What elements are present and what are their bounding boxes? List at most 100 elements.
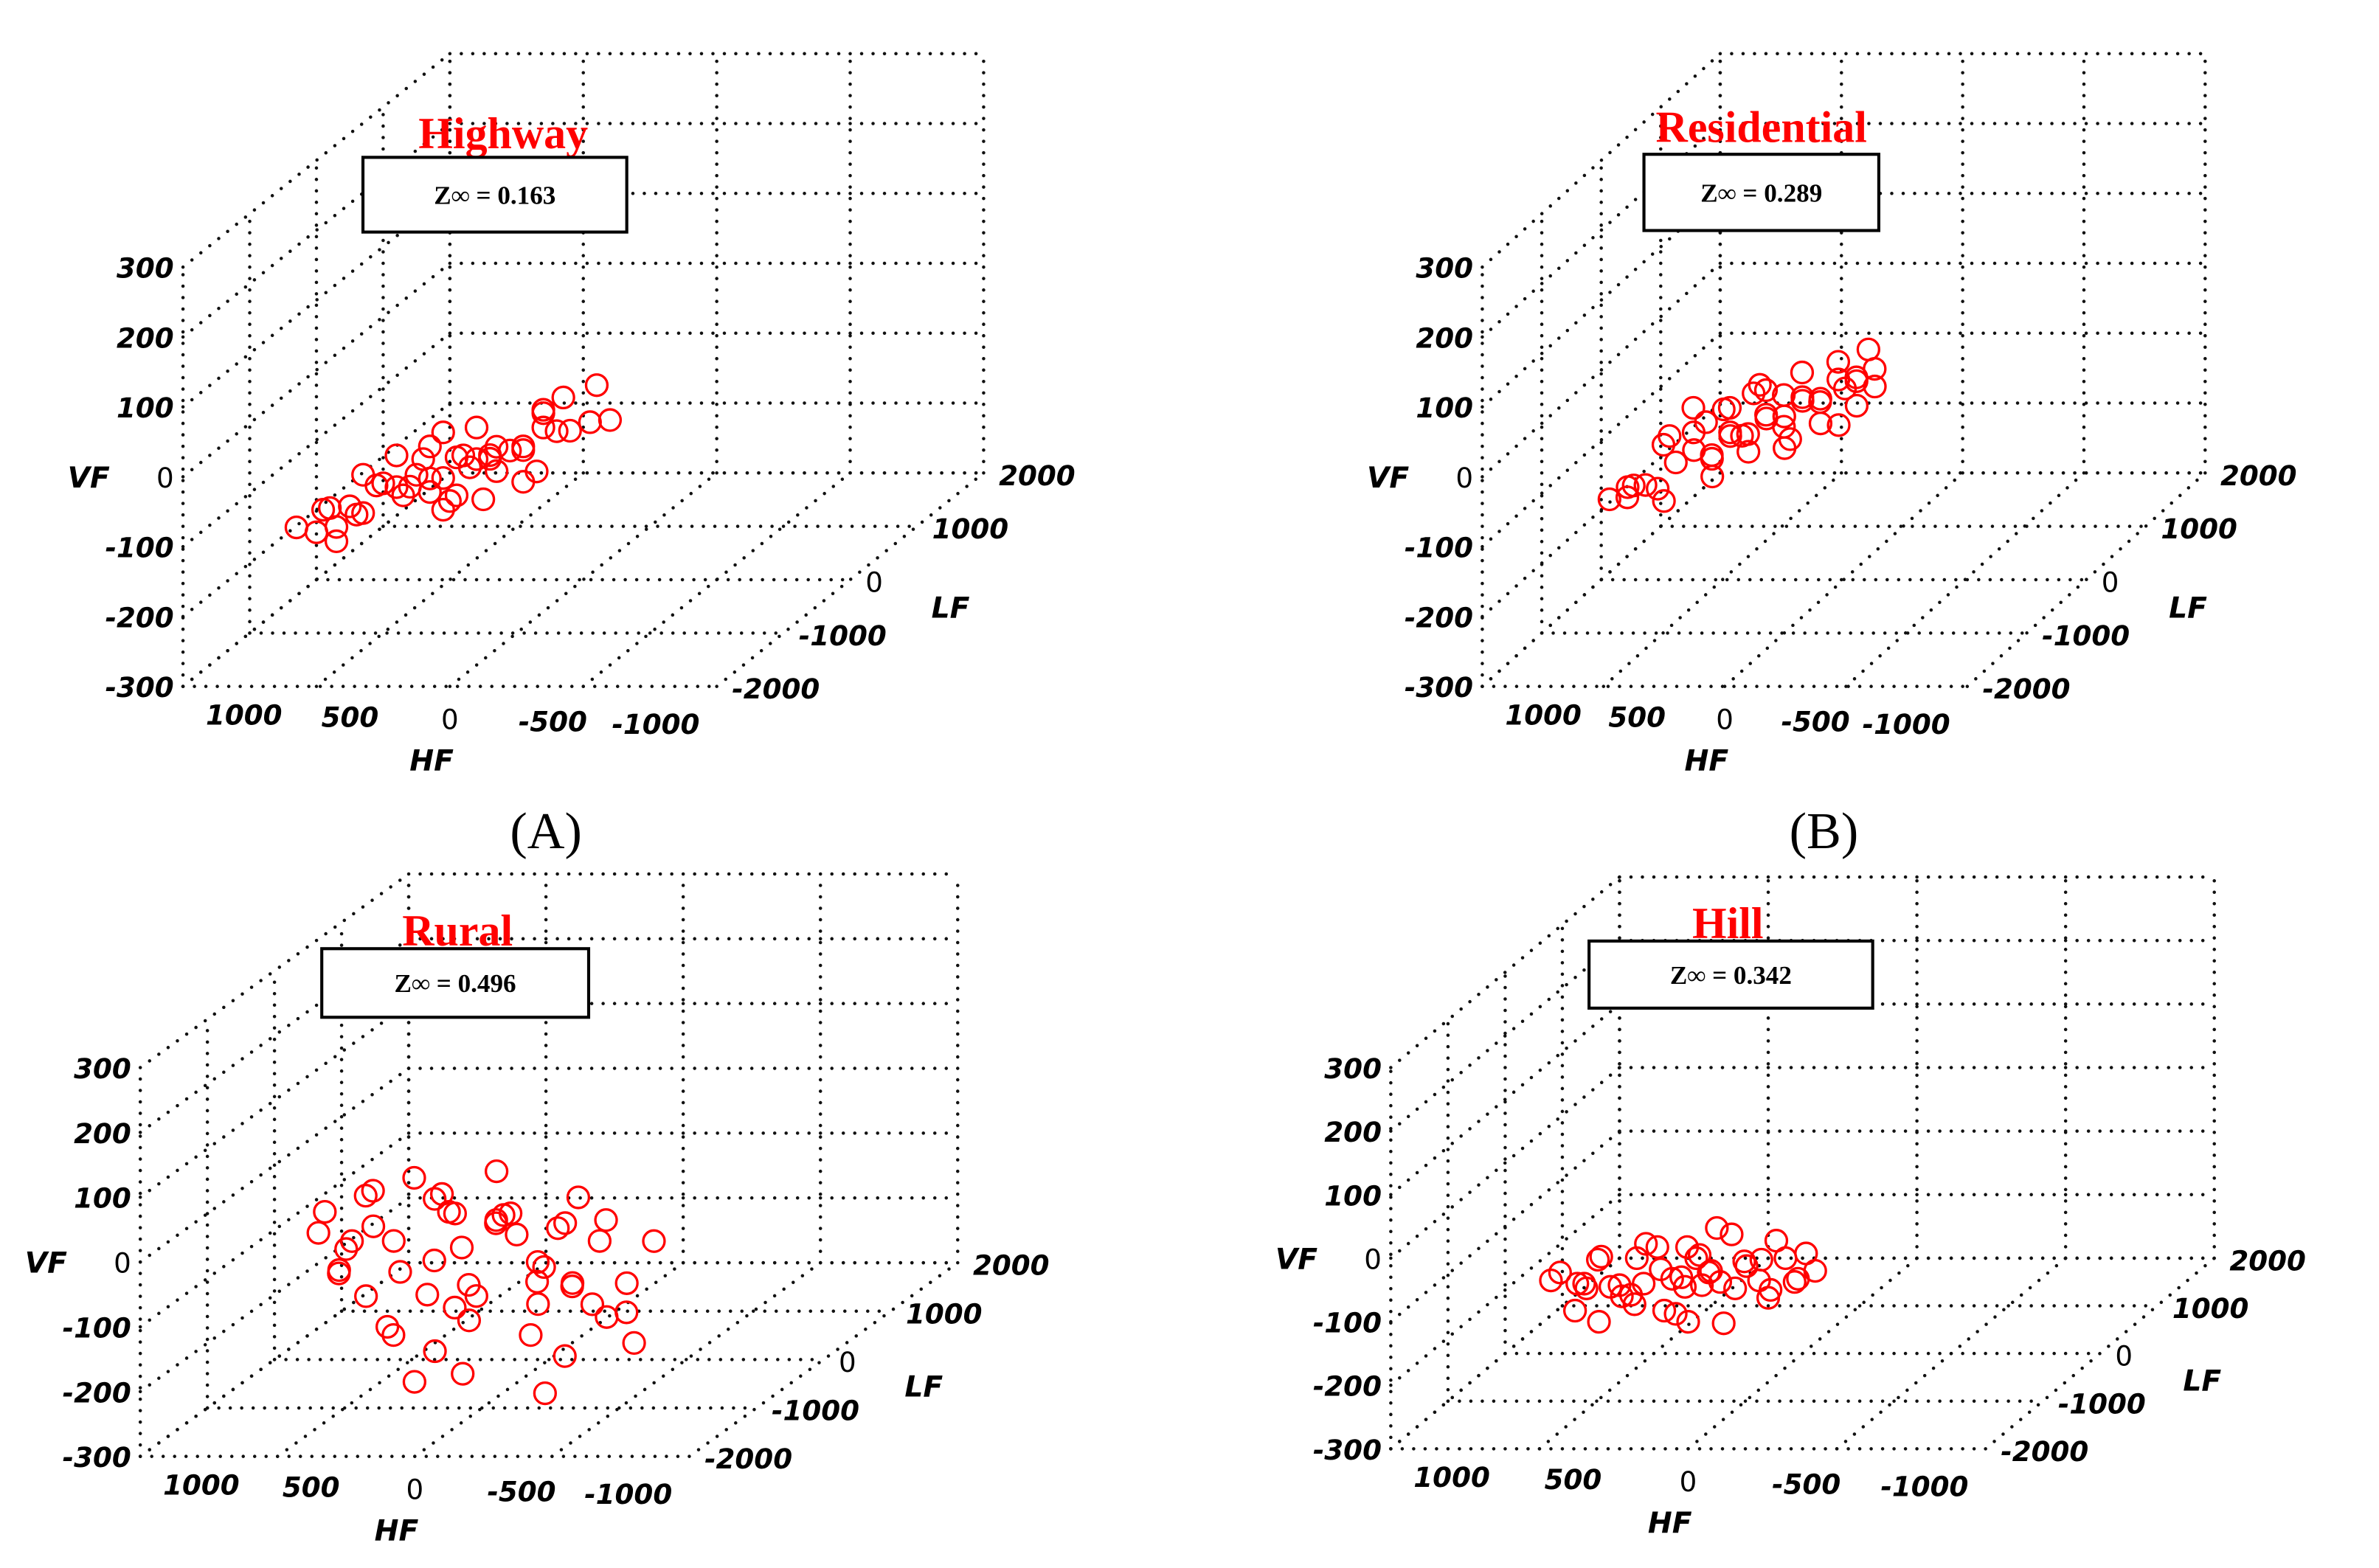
vf-axis-label: VF <box>68 462 110 495</box>
vf-tick-label: 200 <box>117 322 174 354</box>
vf-tick-label: 200 <box>1416 322 1473 354</box>
data-point <box>1826 350 1851 374</box>
annotation-box <box>320 947 591 1019</box>
lf-tick-label: -2000 <box>732 673 820 705</box>
side-wall-gridline <box>1389 938 1621 1133</box>
side-wall-gridline <box>138 1066 411 1264</box>
vf-tick-label: 300 <box>117 252 174 285</box>
vf-tick-label: -100 <box>105 532 174 564</box>
data-point <box>1634 1232 1658 1256</box>
side-wall-gridline <box>181 52 452 269</box>
lf-tick-label: 2000 <box>999 459 1076 492</box>
hf-tick-label: 1000 <box>163 1468 240 1501</box>
hf-tick-label: 500 <box>1545 1463 1602 1496</box>
lf-tick-label: -2000 <box>2001 1435 2088 1468</box>
data-point <box>544 419 569 443</box>
data-point <box>353 1184 378 1208</box>
lf-tick-label: 1000 <box>906 1297 983 1330</box>
data-point <box>457 1272 481 1297</box>
hf-tick-label: 500 <box>1608 701 1666 733</box>
annotation-box <box>361 156 628 234</box>
data-point <box>1539 1268 1563 1293</box>
side-wall-gridline <box>1389 1002 1621 1197</box>
vf-tick-label: 100 <box>117 392 174 424</box>
panel-title: Hill <box>1692 899 1764 948</box>
side-wall-gridline <box>1389 1066 1621 1260</box>
panel-label: (B) <box>1790 802 1859 860</box>
data-point <box>594 1208 618 1232</box>
vf-tick-label: -200 <box>63 1376 131 1409</box>
annotation-text: Z∞ = 0.289 <box>1700 178 1822 207</box>
data-point <box>1597 487 1621 512</box>
lf-axis-label: LF <box>2169 592 2207 625</box>
side-wall-gridline <box>181 401 452 619</box>
hf-tick-label: -1000 <box>1880 1470 1968 1502</box>
lf-axis-label: LF <box>2183 1364 2221 1398</box>
vf-tick-label: 100 <box>1324 1179 1382 1212</box>
data-point <box>511 470 536 494</box>
data-point <box>1778 427 1802 451</box>
data-point <box>423 1187 447 1211</box>
data-point <box>1587 1310 1611 1334</box>
vf-tick-label: 200 <box>1324 1116 1382 1148</box>
side-wall-gridline <box>138 1196 411 1394</box>
vf-tick-label: 0 <box>1455 462 1473 494</box>
data-point <box>1718 424 1742 448</box>
data-point <box>1663 1302 1688 1326</box>
side-wall-gridline <box>1389 1193 1621 1387</box>
data-point <box>402 1370 427 1394</box>
data-point <box>1772 383 1796 407</box>
vf-axis-label: VF <box>1367 462 1409 495</box>
hf-tick-label: 0 <box>1680 1465 1697 1498</box>
hf-tick-label: -1000 <box>1863 708 1950 740</box>
data-point <box>361 1214 386 1238</box>
annotation-box <box>1587 939 1874 1010</box>
hf-tick-label: 1000 <box>1505 698 1582 731</box>
side-wall-gridline <box>181 331 452 549</box>
data-point <box>1660 1266 1684 1291</box>
data-point <box>1711 1311 1736 1336</box>
data-point <box>566 1185 591 1210</box>
vf-tick-label: 100 <box>1416 392 1473 424</box>
data-point <box>384 443 409 468</box>
data-point <box>431 465 455 490</box>
floor-gridline <box>1722 471 1964 688</box>
lf-tick-label: 1000 <box>932 513 1009 545</box>
data-point <box>1705 1215 1729 1241</box>
data-point <box>338 494 362 518</box>
side-wall-gridline <box>1389 1129 1621 1324</box>
hf-tick-label: 1000 <box>1413 1461 1490 1494</box>
data-point <box>595 1305 619 1329</box>
vf-axis-label: VF <box>1275 1243 1317 1276</box>
data-point <box>546 1216 570 1241</box>
data-point <box>511 434 536 459</box>
data-point <box>1736 440 1761 464</box>
data-point <box>553 1344 577 1368</box>
data-point <box>1610 1284 1634 1308</box>
data-point <box>524 459 549 484</box>
data-point <box>1856 337 1880 361</box>
lf-tick-label: -2000 <box>704 1443 792 1475</box>
vf-tick-label: 300 <box>1416 252 1473 285</box>
data-point <box>484 434 509 459</box>
panel-label: (A) <box>510 802 582 860</box>
hf-axis-label: HF <box>1684 744 1728 777</box>
hf-tick-label: -500 <box>487 1476 555 1508</box>
data-point <box>578 410 602 434</box>
data-point <box>324 515 349 539</box>
data-point <box>464 415 489 440</box>
vf-tick-label: -200 <box>1313 1370 1382 1403</box>
data-point <box>1782 1270 1807 1294</box>
hf-tick-label: 500 <box>322 701 379 733</box>
hf-tick-label: 0 <box>1716 704 1734 736</box>
hf-tick-label: 1000 <box>206 698 283 731</box>
data-point <box>423 1339 447 1364</box>
hf-axis-label: HF <box>1648 1507 1692 1540</box>
data-point <box>1618 1283 1644 1307</box>
annotation-text: Z∞ = 0.163 <box>434 181 555 209</box>
data-point <box>1808 390 1832 414</box>
data-point <box>505 1222 529 1247</box>
data-point <box>1863 374 1887 399</box>
floor-gridline <box>314 471 586 688</box>
